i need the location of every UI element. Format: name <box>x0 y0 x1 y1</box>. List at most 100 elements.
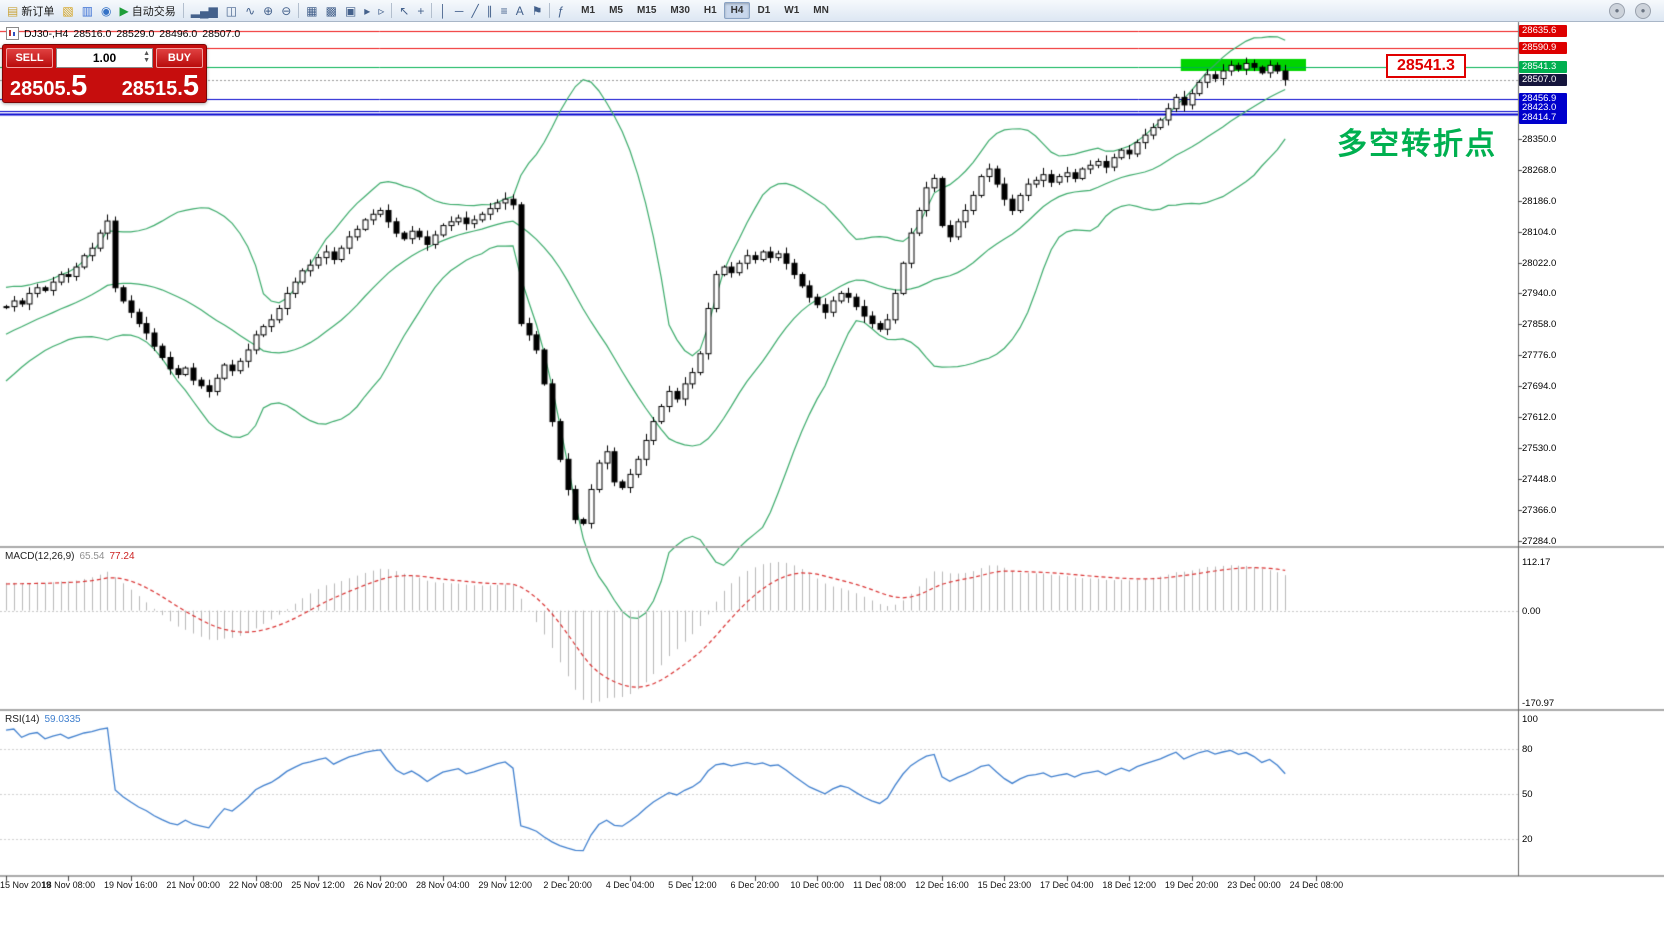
trendline-tool-button[interactable]: ╱ <box>467 2 482 20</box>
timeframe-group: M1 M5 M15 M30 H1 H4 D1 W1 MN <box>574 2 836 19</box>
autotrading-button[interactable]: ▶ 自动交易 <box>116 2 180 20</box>
tile-windows-icon: ▦ <box>306 3 318 18</box>
profiles-button[interactable]: ▧ <box>58 2 77 20</box>
new-order-button[interactable]: ▤ 新订单 <box>3 2 58 20</box>
sell-button[interactable]: SELL <box>6 48 53 68</box>
chart-low-value: 28496.0 <box>159 27 198 40</box>
indicators-button[interactable]: ƒ <box>553 2 568 20</box>
channel-tool-button[interactable]: ∥ <box>483 2 497 20</box>
toolbar-separator <box>431 3 433 18</box>
zoom-in-button[interactable]: ⊕ <box>259 2 277 20</box>
vertical-line-tool-icon: │ <box>439 3 447 18</box>
zoom-in-icon: ⊕ <box>263 3 274 18</box>
chart-high-value: 28529.0 <box>116 27 155 40</box>
timeframe-h4-button[interactable]: H4 <box>723 2 751 19</box>
timeframe-m5-button[interactable]: M5 <box>609 5 623 16</box>
new-order-icon: ▤ <box>7 3 19 18</box>
chart-shift-button[interactable]: ▹ <box>374 2 388 20</box>
toolbar-separator <box>182 3 184 18</box>
autotrading-button-label: 自动交易 <box>131 5 176 18</box>
timeframe-h1-button[interactable]: H1 <box>703 5 717 16</box>
line-chart-button[interactable]: ∿ <box>241 2 259 20</box>
macd-indicator-header: MACD(12,26,9) 65.54 77.24 <box>5 551 135 562</box>
volume-input[interactable]: 1.00 ▲ ▼ <box>56 48 153 68</box>
buy-price-pip: 5 <box>182 70 199 102</box>
autotrading-icon: ▶ <box>119 3 129 18</box>
auto-scroll-icon: ▸ <box>364 3 371 18</box>
sell-price: 28505.5 <box>10 69 87 106</box>
buy-price-base: 28515. <box>121 78 183 100</box>
toolbar-separator <box>391 3 393 18</box>
rsi-indicator-header: RSI(14) 59.0335 <box>5 714 81 725</box>
timeframe-m1-button[interactable]: M1 <box>581 5 596 16</box>
horizontal-line-tool-button[interactable]: ─ <box>451 2 468 20</box>
vertical-line-tool-button[interactable]: │ <box>435 2 451 20</box>
fibonacci-tool-button[interactable]: ≡ <box>497 2 512 20</box>
new-chart-button[interactable]: ▣ <box>341 2 360 20</box>
crosshair-icon: + <box>417 3 425 18</box>
line-chart-icon: ∿ <box>245 3 256 18</box>
macd-signal-value: 77.24 <box>109 551 135 562</box>
buy-button[interactable]: BUY <box>156 48 203 68</box>
tile-windows-button[interactable]: ▦ <box>302 2 321 20</box>
chart-symbol-period: DJ30-,H4 <box>24 27 69 40</box>
text-tool-button[interactable]: A <box>512 2 528 20</box>
volume-up-icon[interactable]: ▲ <box>143 50 150 57</box>
timeframe-m30-button[interactable]: M30 <box>670 5 690 16</box>
cursor-button[interactable]: ↖ <box>395 2 413 20</box>
chart-close-value: 28507.0 <box>202 27 241 40</box>
fibonacci-tool-icon: ≡ <box>500 3 508 18</box>
candlestick-chart-icon: ◫ <box>225 3 238 18</box>
cascade-windows-icon: ▩ <box>325 3 337 18</box>
market-watch-icon: ▥ <box>81 3 94 18</box>
timeframe-m15-button[interactable]: M15 <box>636 5 657 16</box>
profiles-icon: ▧ <box>62 3 74 18</box>
macd-label: MACD(12,26,9) <box>5 551 75 562</box>
chart-title: DJ30-,H4 28516.0 28529.0 28496.0 28507.0 <box>6 27 240 40</box>
cascade-windows-button[interactable]: ▩ <box>322 2 341 20</box>
trendline-tool-icon: ╱ <box>471 3 479 18</box>
volume-spinner[interactable]: ▲ ▼ <box>143 50 150 64</box>
sell-price-base: 28505. <box>10 78 72 100</box>
price-tag-label[interactable]: 28541.3 <box>1386 54 1466 78</box>
rsi-value: 59.0335 <box>44 714 81 725</box>
candlestick-chart-button[interactable]: ◫ <box>222 2 241 20</box>
timeframe-w1-button[interactable]: W1 <box>784 5 800 16</box>
crosshair-button[interactable]: + <box>413 2 428 20</box>
new-chart-icon: ▣ <box>344 3 357 18</box>
chart-open-value: 28516.0 <box>73 27 112 40</box>
toolbar: ▤ 新订单 ▧ ▥ ◉ ▶ 自动交易 ▂▄▆ ◫ ∿ ⊕ ⊖ ▦ ▩ ▣ ▸ ▹ ↖ + │ ─ ╱ ∥ ≡ A ⚑ ƒ M1 M5 M… <box>0 0 1664 22</box>
indicators-icon: ƒ <box>557 3 565 18</box>
timeframe-mn-button[interactable]: MN <box>813 5 829 16</box>
turning-point-annotation[interactable]: 多空转折点 <box>1337 128 1497 161</box>
help-icon: ◉ <box>101 3 112 18</box>
tray-icon-right[interactable]: ● <box>1635 2 1651 19</box>
arrow-tool-button[interactable]: ⚑ <box>528 2 547 20</box>
zoom-out-button[interactable]: ⊖ <box>277 2 295 20</box>
volume-down-icon[interactable]: ▼ <box>143 57 150 64</box>
timeframe-d1-button[interactable]: D1 <box>757 5 771 16</box>
help-button[interactable]: ◉ <box>97 2 115 20</box>
market-watch-button[interactable]: ▥ <box>78 2 97 20</box>
toolbar-separator <box>298 3 300 18</box>
one-click-trading-panel: SELL 1.00 ▲ ▼ BUY 28505.5 28515.5 <box>2 44 207 103</box>
auto-scroll-button[interactable]: ▸ <box>360 2 374 20</box>
macd-main-value: 65.54 <box>79 551 105 562</box>
horizontal-line-tool-icon: ─ <box>454 3 464 18</box>
bar-chart-icon: ▂▄▆ <box>190 3 218 18</box>
volume-value: 1.00 <box>92 51 117 65</box>
tray-icon-left[interactable]: ● <box>1609 2 1625 19</box>
tray-icons: ● ● <box>1609 2 1661 19</box>
sell-price-pip: 5 <box>71 70 88 102</box>
channel-tool-icon: ∥ <box>486 3 493 18</box>
new-order-button-label: 新订单 <box>21 5 55 18</box>
zoom-out-icon: ⊖ <box>281 3 292 18</box>
arrow-tool-icon: ⚑ <box>531 3 543 18</box>
chart-symbol-icon <box>6 27 19 40</box>
text-tool-icon: A <box>515 3 524 18</box>
buy-price: 28515.5 <box>122 69 199 106</box>
toolbar-separator <box>549 3 551 18</box>
chart-shift-icon: ▹ <box>378 3 385 18</box>
bar-chart-button[interactable]: ▂▄▆ <box>187 2 222 20</box>
